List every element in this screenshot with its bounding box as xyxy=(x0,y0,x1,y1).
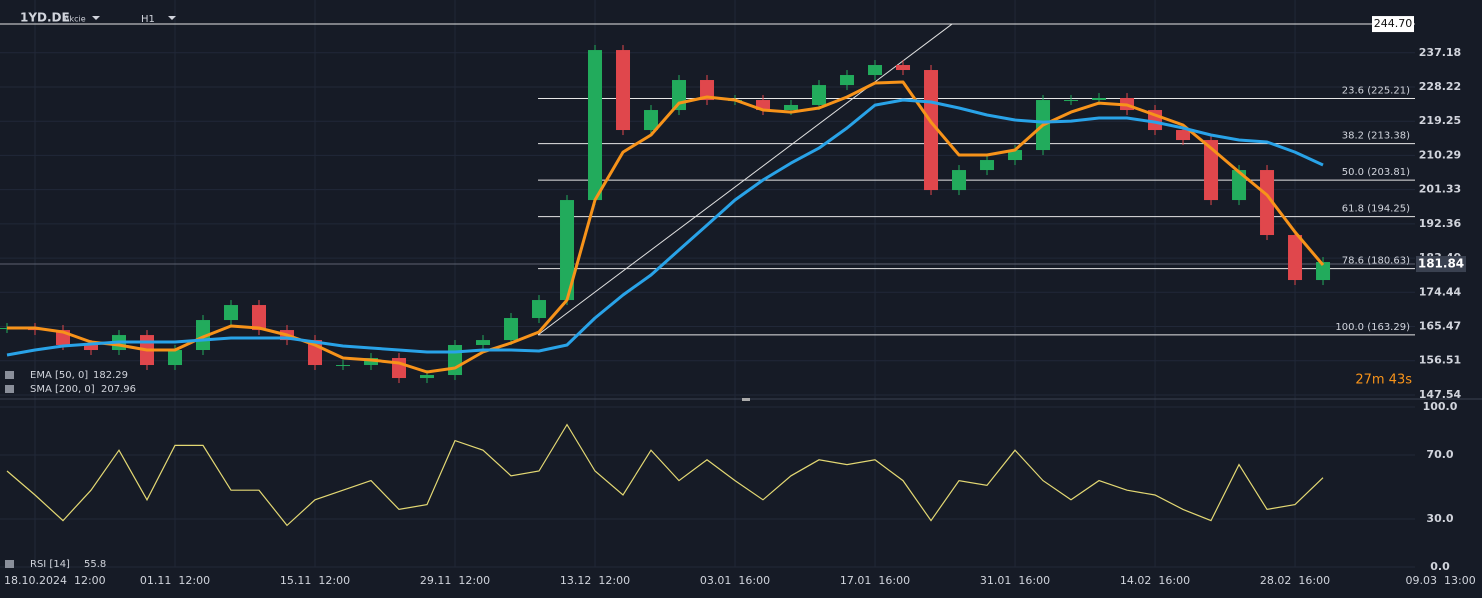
bar-timer: 27m 43s xyxy=(1355,373,1412,388)
x-tick-label: 15.11 12:00 xyxy=(280,574,350,587)
fib-label: 50.0 (203.81) xyxy=(1342,167,1410,178)
candle-body xyxy=(1204,140,1219,201)
candle-body xyxy=(1260,170,1275,236)
y-tick-label: 237.18 xyxy=(1419,46,1461,59)
last-price-box xyxy=(1416,256,1466,273)
candle-body xyxy=(980,160,995,171)
y-tick-label: 70.0 xyxy=(1426,448,1453,461)
x-tick-label: 01.11 12:00 xyxy=(140,574,210,587)
legend-icon xyxy=(5,560,14,568)
candle-body xyxy=(252,305,267,331)
candle-body xyxy=(1288,235,1303,281)
legend-icon xyxy=(5,385,14,393)
legend-value: 207.96 xyxy=(101,384,136,395)
candle-body xyxy=(700,80,715,101)
fib-price-label: 244.70 xyxy=(1374,17,1413,30)
y-tick-label: 210.29 xyxy=(1419,148,1461,161)
candle-body xyxy=(1316,262,1331,281)
x-tick-label: 28.02 16:00 xyxy=(1260,574,1330,587)
symbol-dropdown[interactable] xyxy=(92,16,100,20)
candle-body xyxy=(420,375,435,379)
plot xyxy=(0,23,1415,527)
candle-body xyxy=(812,85,827,105)
candle-body xyxy=(756,100,771,111)
legend-name: SMA [200, 0] xyxy=(30,384,95,395)
legend-name: RSI [14] xyxy=(30,559,70,570)
candle-body xyxy=(1008,150,1023,161)
y-tick-label: 174.44 xyxy=(1419,285,1462,298)
candle-body xyxy=(1176,130,1191,141)
x-tick-label: 03.01 16:00 xyxy=(700,574,770,587)
rsi-line xyxy=(6,423,1324,527)
fib-label: 78.6 (180.63) xyxy=(1342,256,1410,267)
legend-icon xyxy=(5,371,14,379)
fib-label: 38.2 (213.38) xyxy=(1342,131,1410,142)
x-tick-label: 13.12 12:00 xyxy=(560,574,630,587)
candle-body xyxy=(1064,100,1079,102)
candle-body xyxy=(952,170,967,191)
timeframe[interactable]: H1 xyxy=(141,14,155,25)
indicator-line xyxy=(6,98,1324,357)
x-tick-label: 29.11 12:00 xyxy=(420,574,490,587)
candle-body xyxy=(1092,98,1107,101)
x-tick-label: 17.01 16:00 xyxy=(840,574,910,587)
candle-body xyxy=(784,104,799,111)
legend-value: 182.29 xyxy=(93,370,128,381)
candle-body xyxy=(616,50,631,131)
y-tick-label: 165.47 xyxy=(1419,320,1461,333)
timeframe-dropdown[interactable] xyxy=(168,16,176,20)
indicator-line xyxy=(7,80,1325,374)
candle-body xyxy=(840,75,855,86)
panel-handle[interactable] xyxy=(742,398,750,401)
legend-value: 55.8 xyxy=(84,559,106,570)
candle-body xyxy=(1232,170,1247,201)
last-price-label: 181.84 xyxy=(1418,257,1464,271)
candle-body xyxy=(224,305,239,321)
candle-body xyxy=(196,320,211,351)
x-tick-label: 14.02 16:00 xyxy=(1120,574,1190,587)
candle-body xyxy=(364,358,379,366)
y-tick-label: 201.33 xyxy=(1419,183,1461,196)
legend-name: EMA [50, 0] xyxy=(30,370,88,381)
y-tick-label: 30.0 xyxy=(1426,512,1453,525)
candle-body xyxy=(868,65,883,76)
candle-body xyxy=(896,65,911,71)
candle-body xyxy=(476,340,491,346)
candle-body xyxy=(448,345,463,376)
y-tick-label: 100.0 xyxy=(1423,400,1458,413)
y-tick-label: 156.51 xyxy=(1419,354,1461,367)
y-tick-label: 219.25 xyxy=(1419,114,1461,127)
x-tick-label: 31.01 16:00 xyxy=(980,574,1050,587)
fib-trend-line xyxy=(537,23,953,336)
fib-label: 100.0 (163.29) xyxy=(1335,322,1410,333)
candle-body xyxy=(168,350,183,366)
candle-body xyxy=(84,345,99,351)
y-tick-label: 0.0 xyxy=(1430,560,1450,573)
candle-body xyxy=(560,200,575,301)
candle-body xyxy=(644,110,659,131)
candle-body xyxy=(588,50,603,201)
symbol[interactable]: 1YD.DE xyxy=(20,11,70,25)
y-tick-label: 192.36 xyxy=(1419,217,1462,230)
fib-label: 23.6 (225.21) xyxy=(1342,85,1410,96)
instrument-type: Akcie xyxy=(64,15,86,24)
candle-body xyxy=(336,365,351,367)
x-tick-label: 18.10.2024 12:00 xyxy=(4,574,106,587)
candle-body xyxy=(532,300,547,319)
fib-label: 61.8 (194.25) xyxy=(1342,204,1410,215)
y-tick-label: 228.22 xyxy=(1419,80,1461,93)
x-tick-label: 09.03 13:00 xyxy=(1406,574,1476,587)
candle-body xyxy=(504,318,519,341)
y-tick-label: 147.54 xyxy=(1419,388,1462,401)
fib-price-box xyxy=(1372,16,1414,33)
candle-body xyxy=(672,80,687,111)
candle-body xyxy=(924,70,939,191)
